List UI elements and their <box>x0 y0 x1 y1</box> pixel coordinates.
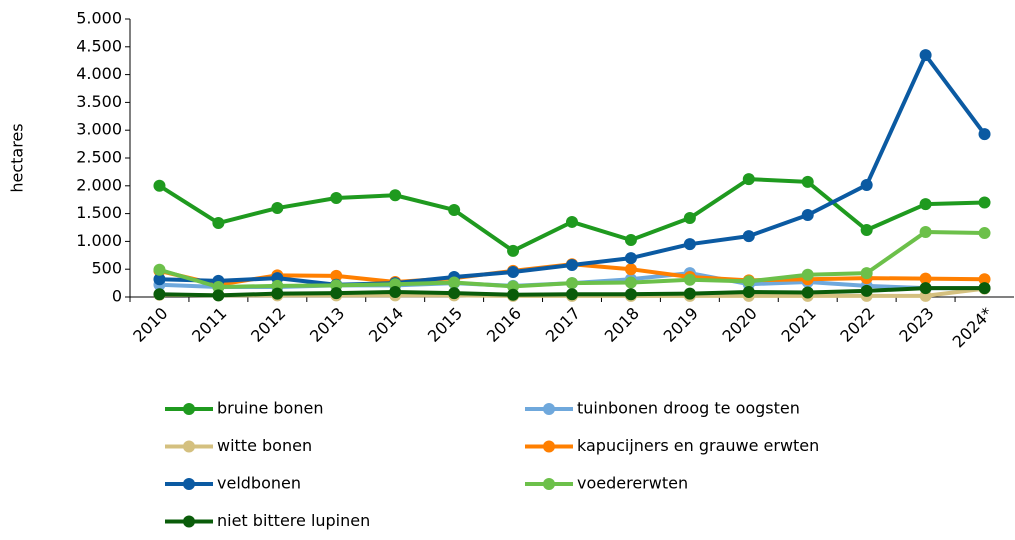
point <box>919 198 932 211</box>
point <box>153 288 166 301</box>
y-tick-label: 1.500 <box>76 203 122 222</box>
x-tick-label: 2011 <box>188 304 230 346</box>
legend-label: witte bonen <box>217 436 312 455</box>
point <box>448 203 461 216</box>
x-tick-label: 2014 <box>365 304 407 346</box>
point <box>860 178 873 191</box>
x-tick-label: 2022 <box>836 304 878 346</box>
point <box>389 189 402 202</box>
point <box>212 289 225 302</box>
point <box>624 252 637 265</box>
y-tick-label: 4.000 <box>76 64 122 83</box>
point <box>742 230 755 243</box>
point <box>919 282 932 295</box>
point <box>389 285 402 298</box>
point <box>507 244 520 257</box>
point <box>624 263 637 276</box>
point <box>153 273 166 286</box>
point <box>153 263 166 276</box>
y-tick-label: 2.000 <box>76 175 122 194</box>
legend-marker <box>543 478 555 490</box>
point <box>507 280 520 293</box>
point <box>860 284 873 297</box>
point <box>919 225 932 238</box>
point <box>683 273 696 286</box>
y-tick-label: 4.500 <box>76 36 122 55</box>
x-tick-label: 2020 <box>719 304 761 346</box>
point <box>153 179 166 192</box>
point <box>742 173 755 186</box>
y-axis-label: hectares <box>8 123 27 192</box>
legend-marker <box>183 478 195 490</box>
y-tick-label: 500 <box>91 259 122 278</box>
y-tick-label: 3.000 <box>76 120 122 139</box>
legend-label: tuinbonen droog te oogsten <box>577 399 800 418</box>
point <box>330 192 343 205</box>
point <box>801 175 814 188</box>
point <box>330 287 343 300</box>
point <box>624 288 637 301</box>
y-tick-label: 0 <box>112 287 122 306</box>
point <box>566 288 578 301</box>
x-tick-label: 2013 <box>306 304 348 346</box>
point <box>507 288 520 301</box>
x-tick-label: 2015 <box>424 304 466 346</box>
y-tick-label: 3.500 <box>76 92 122 111</box>
point <box>919 49 932 62</box>
point <box>212 280 225 293</box>
legend-marker <box>183 515 195 528</box>
y-tick-label: 1.000 <box>76 231 122 250</box>
point <box>860 267 873 280</box>
point <box>507 265 520 278</box>
x-tick-label: 2012 <box>247 304 289 346</box>
x-tick-label: 2019 <box>660 304 702 346</box>
point <box>978 273 991 286</box>
legend-label: kapucijners en grauwe erwten <box>577 436 819 455</box>
legend-label: veldbonen <box>217 474 301 493</box>
point <box>330 269 343 282</box>
point <box>801 208 814 221</box>
point <box>448 276 461 289</box>
x-tick-label: 2021 <box>778 304 820 346</box>
point <box>978 128 991 141</box>
legend-marker <box>183 440 195 453</box>
legend-marker <box>543 440 555 453</box>
x-tick-label: 2017 <box>542 304 584 346</box>
legend-marker <box>183 403 195 415</box>
point <box>566 259 578 272</box>
point <box>683 287 696 300</box>
legend-marker <box>543 403 555 415</box>
y-tick-label: 5.000 <box>76 9 122 28</box>
x-tick-label: 2024* <box>949 304 997 352</box>
point <box>624 234 637 247</box>
point <box>566 277 578 290</box>
point <box>919 272 932 285</box>
point <box>978 227 991 240</box>
point <box>801 268 814 281</box>
point <box>742 285 755 298</box>
point <box>801 286 814 299</box>
x-tick-label: 2016 <box>483 304 525 346</box>
series-line <box>159 53 987 287</box>
point <box>683 238 696 251</box>
x-tick-label: 2018 <box>601 304 643 346</box>
point <box>860 224 873 237</box>
point <box>742 275 755 288</box>
y-tick-label: 2.500 <box>76 148 122 167</box>
legend-label: voedererwten <box>577 474 688 493</box>
point <box>448 287 461 300</box>
point <box>683 212 696 225</box>
point <box>566 215 578 228</box>
point <box>271 202 284 215</box>
legend-label: bruine bonen <box>217 399 323 418</box>
x-tick-label: 2023 <box>895 304 937 346</box>
point <box>978 282 991 295</box>
point <box>271 287 284 300</box>
x-tick-label: 2010 <box>129 304 171 346</box>
point <box>978 196 991 209</box>
point <box>624 276 637 289</box>
legend-label: niet bittere lupinen <box>217 511 370 530</box>
point <box>212 217 225 230</box>
